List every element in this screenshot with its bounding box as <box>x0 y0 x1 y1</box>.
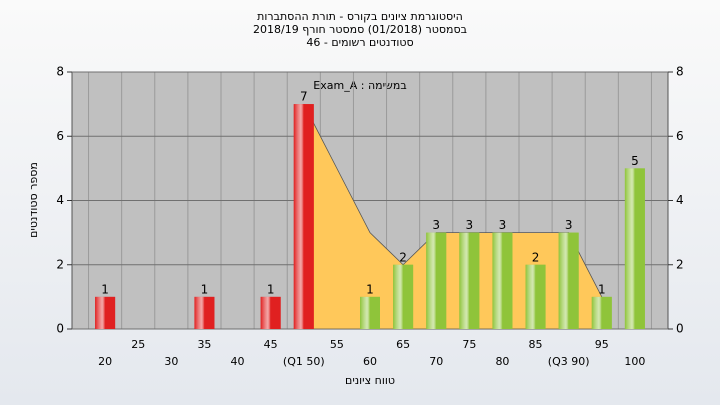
data-label: 3 <box>565 218 573 232</box>
y-tick-label: 2 <box>56 257 64 271</box>
bar <box>591 296 612 329</box>
x-tick-label: 85 <box>529 338 543 351</box>
x-tick-label: 95 <box>595 338 609 351</box>
y-tick-label: 0 <box>56 322 64 336</box>
x-tick-label: 65 <box>396 338 410 351</box>
data-label: 3 <box>499 218 507 232</box>
x-tick-label: 100 <box>624 355 645 368</box>
bar <box>95 296 116 329</box>
y2-tick-label: 6 <box>676 129 684 143</box>
x-tick-label: 40 <box>231 355 245 368</box>
data-label: 1 <box>101 282 109 296</box>
bar <box>293 104 314 329</box>
data-label: 5 <box>631 154 639 168</box>
y-axis-label: מספר סטודנטים <box>27 162 40 238</box>
x-tick-label: (Q1 50) <box>283 355 325 368</box>
y2-tick-label: 4 <box>676 193 684 207</box>
y-tick-label: 4 <box>56 193 64 207</box>
y-tick-label: 6 <box>56 129 64 143</box>
chart-subtitle: בסמסטר (01/2018) סמסטר חורף 2018/19 <box>253 23 467 36</box>
x-tick-label: 30 <box>164 355 178 368</box>
x-tick-label: 45 <box>264 338 278 351</box>
y2-tick-label: 2 <box>676 257 684 271</box>
x-tick-label: 80 <box>495 355 509 368</box>
bar <box>624 168 645 329</box>
bar <box>459 232 480 329</box>
x-tick-label: 35 <box>197 338 211 351</box>
y2-tick-label: 0 <box>676 322 684 336</box>
chart-subtitle: סטודנטים רשומים - 46 <box>306 36 413 49</box>
data-label: 1 <box>267 282 275 296</box>
data-label: 3 <box>466 218 474 232</box>
data-label: 2 <box>399 250 407 264</box>
x-tick-label: 25 <box>131 338 145 351</box>
bar <box>525 264 546 329</box>
bar <box>360 296 380 329</box>
bar <box>194 296 215 329</box>
data-label: 2 <box>532 250 540 264</box>
x-tick-label: 55 <box>330 338 344 351</box>
data-label: 1 <box>201 282 209 296</box>
y2-tick-label: 8 <box>676 65 684 79</box>
y-tick-label: 8 <box>56 65 64 79</box>
data-label: 1 <box>366 282 374 296</box>
bar <box>260 296 281 329</box>
x-tick-label: 20 <box>98 355 112 368</box>
bar <box>558 232 579 329</box>
annotation: Exam_A : במשימה <box>313 79 406 92</box>
data-label: 1 <box>598 282 606 296</box>
x-tick-label: (Q3 90) <box>548 355 590 368</box>
chart-title: היסטוגרמת ציונים בקורס - תורת ההסתברות <box>257 10 463 23</box>
bar <box>426 232 447 329</box>
x-tick-label: 75 <box>462 338 476 351</box>
bar <box>393 264 414 329</box>
bar <box>492 232 513 329</box>
data-label: 3 <box>432 218 440 232</box>
data-label: 7 <box>300 90 308 104</box>
x-tick-label: 60 <box>363 355 377 368</box>
x-tick-label: 70 <box>429 355 443 368</box>
x-axis-label: טווח ציונים <box>345 374 395 387</box>
